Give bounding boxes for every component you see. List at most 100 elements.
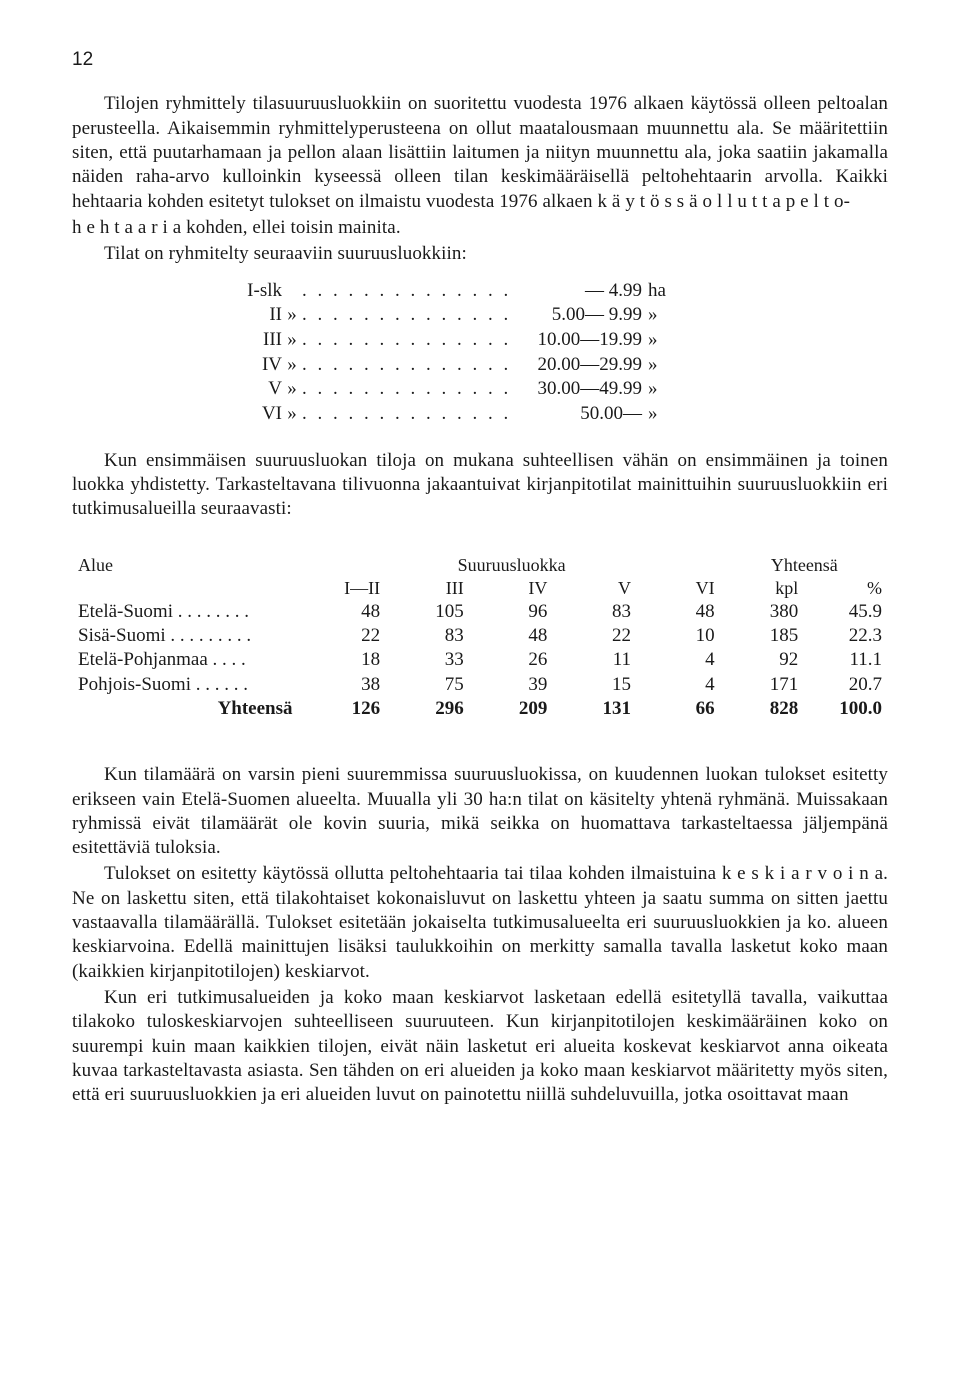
class-label: V bbox=[222, 377, 282, 402]
paragraph-5: Kun eri tutkimusalueiden ja koko maan ke… bbox=[72, 986, 888, 1108]
para-4a-text: Tulokset on esitetty käytössä ollutta pe… bbox=[104, 863, 722, 884]
value-cell: 15 bbox=[553, 673, 637, 697]
value-cell: 39 bbox=[470, 673, 554, 697]
total-value-cell: 209 bbox=[470, 697, 554, 721]
paragraph-1-cont: h e h t a a r i a kohden, ellei toisin m… bbox=[72, 216, 888, 240]
value-cell: 75 bbox=[386, 673, 470, 697]
value-cell: 33 bbox=[386, 648, 470, 672]
total-value-cell: 828 bbox=[721, 697, 805, 721]
class-range: — 4.99 bbox=[507, 279, 642, 304]
total-value-cell: 66 bbox=[637, 697, 721, 721]
table-column-header: IV bbox=[470, 577, 554, 600]
class-label: III bbox=[222, 328, 282, 353]
value-cell: 380 bbox=[721, 600, 805, 624]
value-cell: 171 bbox=[721, 673, 805, 697]
class-range: 50.00— bbox=[507, 402, 642, 427]
table-column-header: I—II bbox=[303, 577, 387, 600]
value-cell: 38 bbox=[303, 673, 387, 697]
value-cell: 4 bbox=[637, 648, 721, 672]
value-cell: 11.1 bbox=[804, 648, 888, 672]
class-unit: » bbox=[642, 402, 682, 427]
value-cell: 105 bbox=[386, 600, 470, 624]
class-range: 5.00— 9.99 bbox=[507, 303, 642, 328]
total-value-cell: 131 bbox=[553, 697, 637, 721]
region-distribution-table: Alue Suuruusluokka Yhteensä I—IIIIIIVVVI… bbox=[72, 554, 888, 722]
table-total-row: Yhteensä12629620913166828100.0 bbox=[72, 697, 888, 721]
value-cell: 22.3 bbox=[804, 624, 888, 648]
class-label: VI bbox=[222, 402, 282, 427]
size-class-row: IV». . . . . . . . . . . . . . . . . . .… bbox=[222, 353, 888, 378]
leader-dots: . . . . . . . . . . . . . . . . . . . . … bbox=[302, 303, 507, 328]
value-cell: 22 bbox=[553, 624, 637, 648]
class-unit: » bbox=[642, 328, 682, 353]
region-cell: Pohjois-Suomi . . . . . . bbox=[72, 673, 303, 697]
value-cell: 48 bbox=[470, 624, 554, 648]
leader-dots: . . . . . . . . . . . . . . . . . . . . … bbox=[302, 328, 507, 353]
class-unit: » bbox=[642, 353, 682, 378]
class-range: 20.00—29.99 bbox=[507, 353, 642, 378]
value-cell: 92 bbox=[721, 648, 805, 672]
ditto-mark: » bbox=[282, 303, 302, 328]
para-4-spaced: k e s k i a r v o i n a. bbox=[722, 863, 888, 884]
value-cell: 96 bbox=[470, 600, 554, 624]
ditto-mark: » bbox=[282, 377, 302, 402]
class-unit: » bbox=[642, 377, 682, 402]
value-cell: 83 bbox=[386, 624, 470, 648]
ditto-mark: » bbox=[282, 353, 302, 378]
value-cell: 185 bbox=[721, 624, 805, 648]
leader-dots: . . . . . . . . . . . . . . . . . . . . … bbox=[302, 279, 507, 304]
value-cell: 20.7 bbox=[804, 673, 888, 697]
region-cell: Sisä-Suomi . . . . . . . . . bbox=[72, 624, 303, 648]
paragraph-4: Tulokset on esitetty käytössä ollutta pe… bbox=[72, 862, 888, 984]
value-cell: 10 bbox=[637, 624, 721, 648]
leader-dots: . . . . . . . . . . . . . . . . . . . . … bbox=[302, 353, 507, 378]
paragraph-3: Kun tilamäärä on varsin pieni suuremmiss… bbox=[72, 763, 888, 860]
class-unit: » bbox=[642, 303, 682, 328]
total-value-cell: 100.0 bbox=[804, 697, 888, 721]
table-column-header: VI bbox=[637, 577, 721, 600]
value-cell: 18 bbox=[303, 648, 387, 672]
page-number: 12 bbox=[72, 48, 888, 72]
class-label: I-slk bbox=[222, 279, 282, 304]
total-value-cell: 296 bbox=[386, 697, 470, 721]
value-cell: 83 bbox=[553, 600, 637, 624]
size-class-row: I-slk . . . . . . . . . . . . . . . . . .… bbox=[222, 279, 888, 304]
table-header-sizeclass: Suuruusluokka bbox=[386, 554, 637, 577]
table-row: Pohjois-Suomi . . . . . .38753915417120.… bbox=[72, 673, 888, 697]
table-column-header: % bbox=[804, 577, 888, 600]
size-class-row: V». . . . . . . . . . . . . . . . . . . … bbox=[222, 377, 888, 402]
paragraph-2: Kun ensimmäisen suuruusluokan tiloja on … bbox=[72, 449, 888, 522]
class-unit: ha bbox=[642, 279, 682, 304]
table-header-region: Alue bbox=[72, 554, 303, 577]
table-column-header: kpl bbox=[721, 577, 805, 600]
table-header-total: Yhteensä bbox=[721, 554, 888, 577]
total-label: Yhteensä bbox=[72, 697, 303, 721]
value-cell: 22 bbox=[303, 624, 387, 648]
value-cell: 26 bbox=[470, 648, 554, 672]
para-1-spaced-b: h e h t a a r i a bbox=[72, 217, 181, 238]
class-label: II bbox=[222, 303, 282, 328]
table-column-header: V bbox=[553, 577, 637, 600]
class-range: 30.00—49.99 bbox=[507, 377, 642, 402]
class-range: 10.00—19.99 bbox=[507, 328, 642, 353]
value-cell: 11 bbox=[553, 648, 637, 672]
size-class-row: III». . . . . . . . . . . . . . . . . . … bbox=[222, 328, 888, 353]
ditto-mark: » bbox=[282, 328, 302, 353]
table-row: Etelä-Suomi . . . . . . . .4810596834838… bbox=[72, 600, 888, 624]
size-class-list: I-slk . . . . . . . . . . . . . . . . . .… bbox=[222, 279, 888, 427]
paragraph-1c: Tilat on ryhmitelty seuraaviin suuruuslu… bbox=[72, 242, 888, 266]
value-cell: 48 bbox=[637, 600, 721, 624]
value-cell: 45.9 bbox=[804, 600, 888, 624]
para-1-spaced-a: k ä y t ö s s ä o l l u t t a p e l t o- bbox=[597, 191, 850, 212]
table-row: Etelä-Pohjanmaa . . . .1833261149211.1 bbox=[72, 648, 888, 672]
class-label: IV bbox=[222, 353, 282, 378]
leader-dots: . . . . . . . . . . . . . . . . . . . . … bbox=[302, 377, 507, 402]
region-cell: Etelä-Pohjanmaa . . . . bbox=[72, 648, 303, 672]
paragraph-1: Tilojen ryhmittely tilasuuruusluokkiin o… bbox=[72, 92, 888, 214]
value-cell: 4 bbox=[637, 673, 721, 697]
size-class-row: II». . . . . . . . . . . . . . . . . . .… bbox=[222, 303, 888, 328]
table-column-header: III bbox=[386, 577, 470, 600]
total-value-cell: 126 bbox=[303, 697, 387, 721]
para-4b-text: Ne on laskettu siten, että tilakohtaiset… bbox=[72, 888, 888, 982]
table-row: Sisä-Suomi . . . . . . . . .228348221018… bbox=[72, 624, 888, 648]
